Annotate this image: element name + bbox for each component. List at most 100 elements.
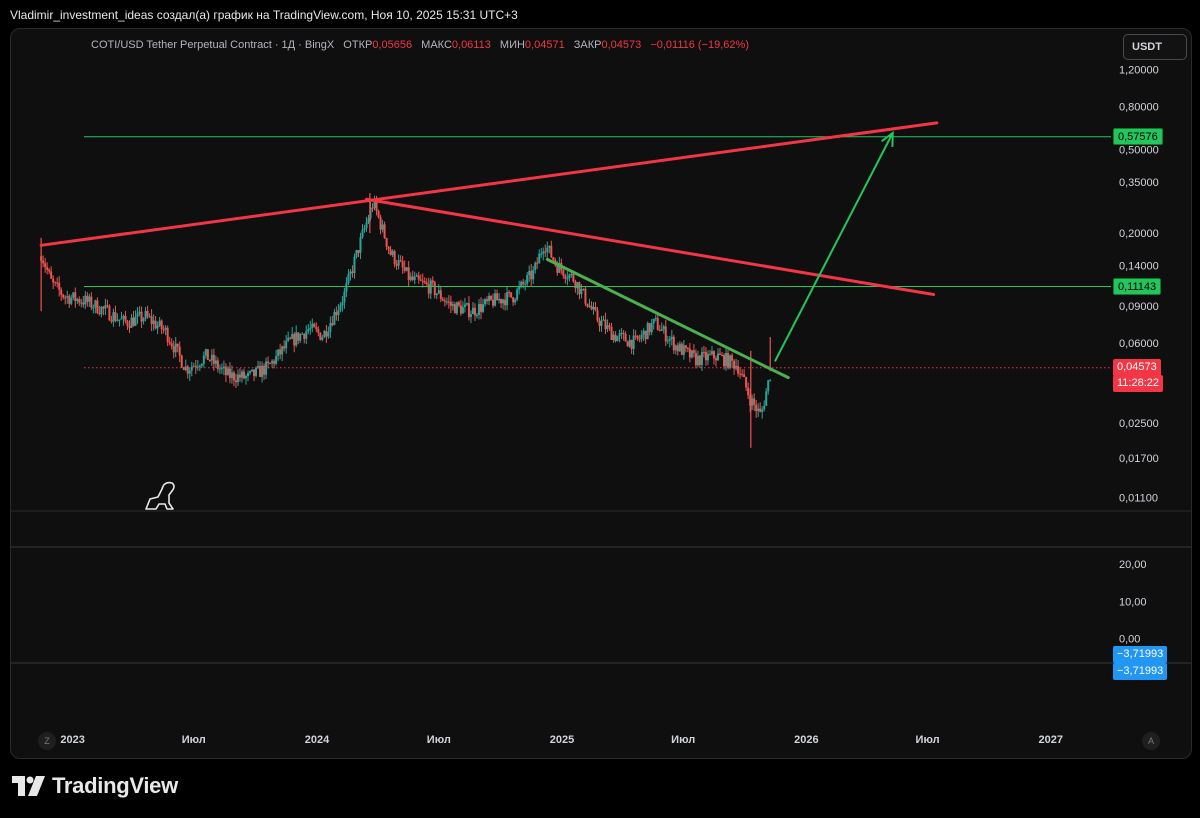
candle-body [580, 288, 583, 295]
candle-body [287, 337, 290, 341]
candle-body [407, 267, 410, 280]
candle-body [522, 281, 525, 285]
candle-body [228, 368, 231, 379]
level-upper-badge: 0,57576 [1113, 128, 1163, 146]
candle-body [62, 294, 65, 298]
candle-body [620, 333, 623, 335]
candle-body [383, 224, 386, 239]
candle-body [355, 250, 358, 257]
candle-body [196, 366, 199, 368]
candle-body [186, 366, 189, 374]
candle-body [628, 339, 631, 347]
candle-body [279, 349, 282, 355]
candle-body [208, 359, 211, 361]
symbol-title[interactable]: COTI/USD Tether Perpetual Contract · 1Д … [91, 39, 335, 51]
candle-body [584, 288, 587, 304]
price-axis-label: 1,20000 [1119, 65, 1159, 77]
candle-body [427, 283, 430, 294]
candle-body [144, 311, 147, 319]
candle-body [590, 305, 593, 310]
candle-body [747, 387, 750, 396]
candle-body [568, 274, 571, 279]
close-value: 0,04573 [601, 39, 642, 51]
candle-body [504, 299, 507, 306]
candle-body [638, 338, 641, 340]
candle-body [202, 355, 205, 364]
candle-body [301, 333, 304, 335]
candle-body [140, 311, 143, 322]
candle-body [714, 358, 717, 361]
candle-body [395, 264, 398, 266]
time-axis-label: 2027 [1039, 734, 1063, 746]
candle-body [490, 295, 493, 300]
candle-body [666, 340, 669, 342]
auto-scale-button[interactable]: A [1142, 732, 1160, 750]
candle-body [688, 348, 691, 358]
candle-body [423, 281, 426, 283]
candle-body [170, 343, 173, 347]
candle-body [708, 354, 711, 356]
candle-body [662, 326, 665, 330]
candle-body [333, 312, 336, 326]
candle-body [148, 316, 151, 318]
candle-body [44, 263, 47, 268]
chart-frame[interactable]: 1,20000 0,80000 0,50000 0,35000 0,20000 0,140… [10, 28, 1192, 759]
candle-body [263, 365, 266, 375]
candle-body [98, 313, 101, 315]
projection-arrow [774, 132, 894, 362]
candle-body [755, 404, 758, 412]
candle-body [184, 366, 187, 371]
candle-body [411, 276, 414, 280]
candle-body [510, 292, 513, 298]
candle-body [337, 310, 340, 316]
candle-body [540, 253, 543, 255]
candle-body [132, 317, 135, 326]
candle-body [761, 409, 764, 412]
candle-body [369, 207, 372, 219]
time-axis-label: Июл [427, 734, 451, 746]
candle-body [353, 256, 356, 273]
chart-plot[interactable]: 1,20000 0,80000 0,50000 0,35000 0,20000 0,140… [11, 29, 1191, 758]
price-axis-label: 0,09000 [1119, 301, 1159, 313]
candle-body [120, 318, 123, 320]
currency-button[interactable]: USDT [1123, 34, 1187, 60]
candle-body [757, 408, 760, 412]
candle-body [767, 380, 770, 392]
price-axis-label: 0,50000 [1119, 145, 1159, 157]
price-axis-label: 0,01100 [1119, 493, 1158, 505]
candle-body [357, 250, 360, 253]
candle-body [104, 305, 107, 309]
candle-body [110, 320, 113, 322]
candle-body [405, 267, 408, 271]
candle-body [210, 354, 213, 361]
candle-body [588, 305, 591, 307]
price-axis-label: 0,20000 [1119, 228, 1159, 240]
candle-body [160, 320, 163, 330]
candle-body [439, 290, 442, 300]
candle-body [351, 271, 354, 273]
candle-body [680, 343, 683, 355]
price-axis-label: 0,02500 [1119, 418, 1159, 430]
candle-body [530, 270, 533, 280]
candle-body [566, 278, 569, 280]
candle-body [128, 325, 131, 328]
candle-body [725, 353, 728, 367]
candle-body [596, 310, 599, 321]
candle-body [194, 365, 197, 367]
candle-body [377, 210, 380, 218]
candle-body [664, 326, 667, 342]
candle-body [365, 222, 368, 229]
candle-body [257, 365, 260, 368]
candle-body [556, 264, 559, 273]
candle-body [524, 283, 527, 285]
candle-body [704, 352, 707, 361]
candle-body [441, 299, 444, 301]
candle-body [401, 261, 404, 268]
candle-body [769, 379, 772, 381]
candle-body [303, 333, 306, 339]
candle-body [640, 334, 643, 339]
timezone-z-button[interactable]: Z [38, 732, 56, 750]
candle-body [152, 320, 155, 324]
candle-body [232, 372, 235, 381]
candle-body [467, 303, 470, 318]
